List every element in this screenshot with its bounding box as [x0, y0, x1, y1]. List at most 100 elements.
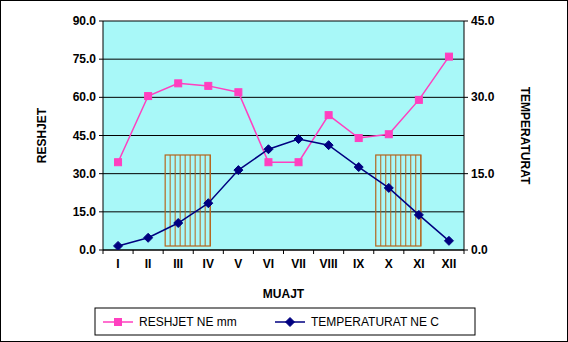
legend-label: RESHJET NE mm: [139, 315, 237, 329]
marker: [414, 210, 423, 219]
tick-mark: [99, 59, 103, 60]
tick-mark: [99, 250, 103, 251]
grid-line: [103, 211, 464, 212]
tick-label: 30.0: [73, 167, 97, 181]
x-tick: [193, 250, 194, 254]
legend-box: [95, 308, 475, 335]
hatch-line: [415, 155, 416, 246]
legend-marker: [115, 319, 122, 326]
category-label: V: [234, 257, 242, 271]
hatch-line: [170, 155, 171, 246]
marker: [264, 145, 273, 154]
hatch-line: [400, 155, 401, 246]
frame: [1, 1, 568, 342]
tick-mark: [99, 135, 103, 136]
tick-label: 45.0: [73, 129, 97, 143]
tick-label: 0.0: [79, 243, 96, 257]
marker: [115, 159, 122, 166]
hatch-frame: [376, 155, 421, 246]
tick-label: 30.0: [471, 90, 495, 104]
tick-label: 90.0: [73, 14, 97, 28]
plot-area: [103, 21, 464, 250]
marker: [144, 233, 153, 242]
x-tick: [163, 250, 164, 254]
x-tick: [343, 250, 344, 254]
x-tick: [103, 250, 104, 254]
legend-label: TEMPERATURAT NE C: [311, 315, 439, 329]
y2-axis: [464, 21, 465, 250]
category-label: XII: [442, 257, 457, 271]
x-tick: [253, 250, 254, 254]
tick-mark: [99, 97, 103, 98]
marker: [145, 93, 152, 100]
x-tick: [433, 250, 434, 254]
category-label: IV: [203, 257, 214, 271]
marker: [114, 241, 123, 250]
marker: [234, 166, 243, 175]
hatch-line: [380, 155, 381, 246]
hatch-line: [420, 155, 421, 246]
hatch-line: [395, 155, 396, 246]
marker: [235, 89, 242, 96]
category-label: VI: [263, 257, 274, 271]
marker: [174, 219, 183, 228]
y-axis: [103, 21, 104, 250]
marker: [444, 236, 453, 245]
category-label: X: [385, 257, 393, 271]
category-label: VIII: [320, 257, 338, 271]
x-tick: [373, 250, 374, 254]
tick-label: 45.0: [471, 14, 495, 28]
category-label: IX: [353, 257, 364, 271]
marker: [355, 135, 362, 142]
hatch-line: [200, 155, 201, 246]
hatch-line: [180, 155, 181, 246]
marker: [324, 141, 333, 150]
category-label: III: [173, 257, 183, 271]
marker: [205, 82, 212, 89]
x-tick: [313, 250, 314, 254]
marker: [204, 199, 213, 208]
marker: [294, 135, 303, 144]
tick-label: 60.0: [73, 90, 97, 104]
marker: [354, 163, 363, 172]
chart: 0.015.030.045.060.075.090.00.015.030.045…: [0, 0, 568, 342]
hatch-line: [390, 155, 391, 246]
hatch-line: [205, 155, 206, 246]
hatch-line: [410, 155, 411, 246]
y-axis-title: RESHJET: [35, 107, 49, 163]
grid-line: [103, 173, 464, 174]
legend-marker: [286, 318, 295, 327]
x-axis-title: MUAJT: [263, 287, 305, 301]
category-label: II: [145, 257, 152, 271]
hatch-line: [190, 155, 191, 246]
tick-mark: [464, 173, 468, 174]
x-tick: [464, 250, 465, 254]
tick-mark: [464, 97, 468, 98]
hatch-line: [185, 155, 186, 246]
tick-mark: [99, 211, 103, 212]
marker: [415, 96, 422, 103]
x-tick: [283, 250, 284, 254]
plot-group: [114, 53, 454, 250]
marker: [265, 159, 272, 166]
marker: [385, 131, 392, 138]
x-tick: [223, 250, 224, 254]
grid-line: [103, 97, 464, 98]
legend: RESHJET NE mm TEMPERATURAT NE C: [95, 308, 475, 335]
hatch-line: [175, 155, 176, 246]
y2-axis-title: TEMPERATURAT: [518, 87, 532, 185]
category-label: XI: [413, 257, 424, 271]
tick-mark: [464, 250, 468, 251]
marker: [445, 53, 452, 60]
grid-line: [103, 59, 464, 60]
grid-line: [103, 135, 464, 136]
tick-mark: [99, 173, 103, 174]
tick-label: 0.0: [471, 243, 488, 257]
grid-line: [103, 21, 464, 22]
tick-label: 75.0: [73, 52, 97, 66]
marker: [295, 159, 302, 166]
series-line: [118, 57, 449, 163]
category-label: VII: [291, 257, 306, 271]
hatch-frame: [165, 155, 210, 246]
tick-mark: [464, 21, 468, 22]
